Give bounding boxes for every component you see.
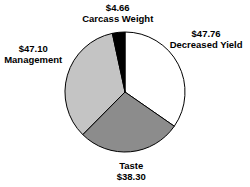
svg-text:$38.30: $38.30: [117, 171, 146, 182]
svg-text:Taste: Taste: [119, 160, 143, 171]
svg-text:$47.76: $47.76: [192, 28, 221, 39]
svg-text:Management: Management: [8, 54, 63, 65]
svg-text:Decreased Yield: Decreased Yield: [170, 39, 242, 50]
svg-text:$47.10: $47.10: [19, 43, 48, 54]
svg-text:Carcass Weight: Carcass Weight: [82, 13, 154, 24]
svg-text:$4.66: $4.66: [106, 2, 130, 13]
